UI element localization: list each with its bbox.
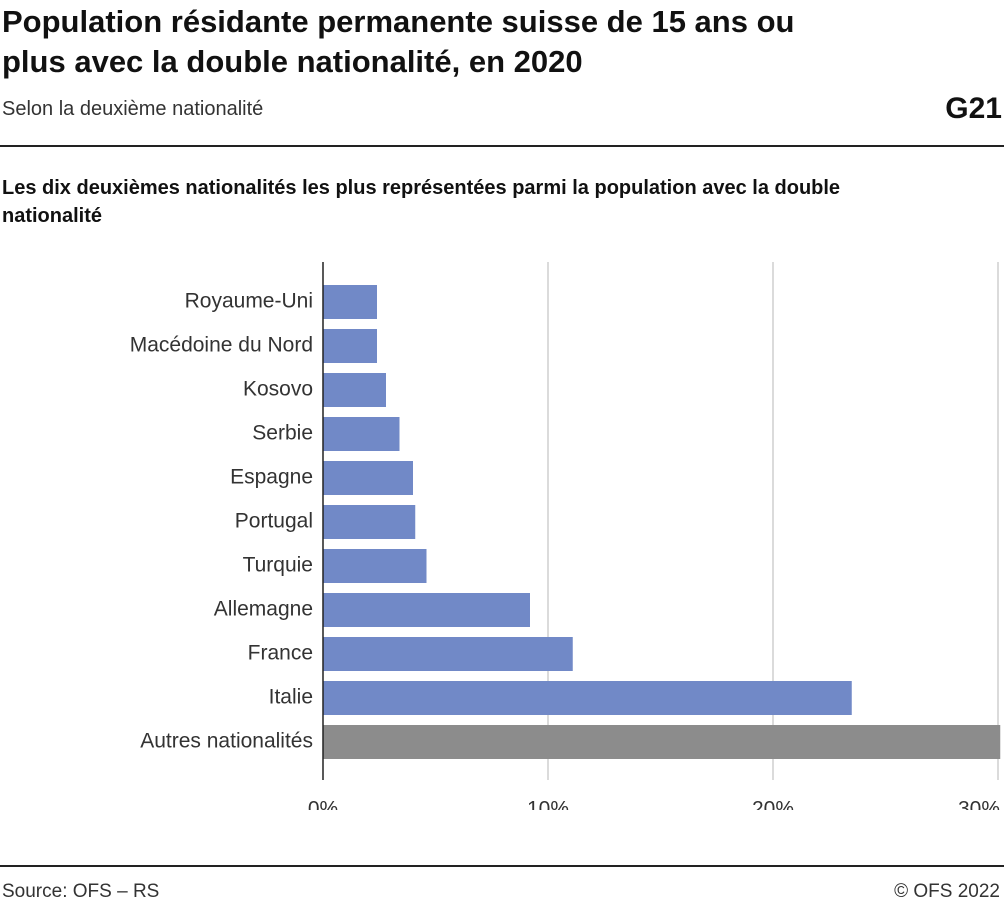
y-tick-label: France [248, 642, 313, 665]
x-tick-label: 30% [958, 798, 1000, 810]
bar [323, 593, 530, 627]
x-tick-label: 20% [752, 798, 794, 810]
bar [323, 461, 413, 495]
y-tick-label: Portugal [235, 510, 313, 533]
y-tick-label: Autres nationalités [140, 730, 313, 753]
chart-id: G21 [945, 92, 1002, 125]
bar [323, 637, 573, 671]
bar [323, 681, 852, 715]
y-tick-label: Turquie [243, 554, 313, 577]
bar [323, 417, 400, 451]
bar [323, 505, 416, 539]
y-tick-label: Macédoine du Nord [130, 334, 313, 357]
bar [323, 549, 427, 583]
x-tick-label: 0% [308, 798, 338, 810]
bar [323, 373, 386, 407]
bar [323, 725, 1001, 759]
chart: 0% 10% 20% 30% Royaume-Uni Macédoine du Nord K… [130, 262, 1001, 810]
bar [323, 329, 377, 363]
y-tick-label: Royaume-Uni [185, 290, 313, 313]
x-tick-label: 10% [527, 798, 569, 810]
chart-heading: Les dix deuxièmes nationalités les plus … [2, 177, 841, 227]
y-tick-label: Espagne [230, 466, 313, 489]
y-tick-label: Italie [269, 686, 313, 709]
chart-subtitle: Selon la deuxième nationalité [2, 98, 264, 120]
source: Source: OFS – RS [2, 881, 160, 902]
rule [0, 145, 1004, 147]
y-tick-label: Allemagne [214, 598, 313, 621]
y-tick-label: Serbie [252, 422, 313, 445]
rule [0, 865, 1004, 867]
copyright: © OFS 2022 [894, 881, 1000, 902]
chart-title: Population résidante permanente suisse d… [2, 4, 795, 79]
bar [323, 285, 377, 319]
y-tick-label: Kosovo [243, 378, 313, 401]
